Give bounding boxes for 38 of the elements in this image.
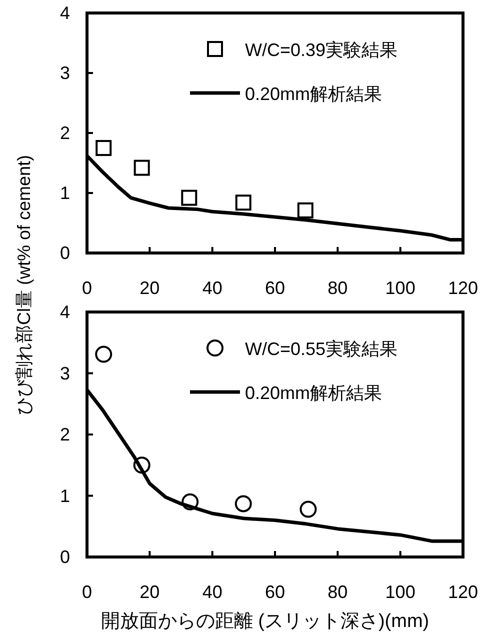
point [95, 346, 112, 363]
x-tick-label: 120 [448, 278, 478, 298]
point [300, 500, 317, 518]
x-axis-title: 開放面からの距離 (スリット深さ)(mm) [100, 611, 430, 632]
point [234, 495, 252, 512]
y-axis-title: ひび割れ部Cl量 (wt% of cement) [14, 154, 34, 416]
x-tick-label: 0 [82, 582, 92, 602]
y-tick-label: 3 [60, 363, 70, 384]
x-tick-label: 0 [82, 278, 92, 298]
point [134, 160, 150, 176]
y-tick-label: 4 [60, 302, 70, 322]
y-tick-label: 2 [60, 424, 70, 444]
x-tick-label: 60 [264, 278, 286, 298]
y-tick-label: 2 [60, 123, 70, 143]
x-tick-label: 120 [448, 582, 478, 602]
point [96, 140, 112, 156]
point [181, 190, 198, 206]
y-tick-label: 0 [60, 547, 70, 567]
x-tick-label: 40 [202, 278, 222, 298]
x-tick-label: 20 [140, 278, 160, 298]
point [235, 194, 252, 211]
legend-label: W/C=0.55実験結果 [245, 339, 398, 359]
x-tick-label: 100 [385, 582, 416, 602]
y-tick-label: 1 [60, 183, 70, 203]
point [297, 202, 314, 218]
y-tick-label: 1 [60, 486, 70, 506]
x-tick-label: 40 [202, 582, 222, 602]
legend-label: W/C=0.39実験結果 [245, 40, 398, 60]
x-tick-label: 80 [328, 582, 348, 602]
x-tick-label: 20 [140, 582, 160, 602]
y-tick-label: 4 [60, 3, 70, 23]
y-tick-label: 3 [60, 63, 70, 83]
legend-label: 0.20mm解析結果 [245, 383, 382, 403]
x-tick-label: 100 [385, 278, 416, 298]
x-tick-label: 80 [328, 278, 348, 298]
legend-label: 0.20mm解析結果 [245, 84, 382, 104]
y-tick-label: 0 [60, 243, 70, 263]
x-tick-label: 60 [264, 582, 286, 602]
